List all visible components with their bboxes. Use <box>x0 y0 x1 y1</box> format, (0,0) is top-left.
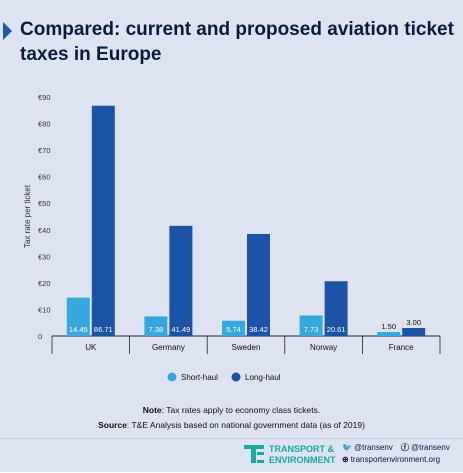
y-tick-label: €80 <box>38 120 51 129</box>
title-accent-marker <box>3 22 12 40</box>
logo-wordmark: TRANSPORT & ENVIRONMENT <box>269 444 336 466</box>
social-row-1: 🐦 @transenv ⓕ @transenv <box>342 442 462 454</box>
legend-swatch <box>231 372 241 382</box>
bar-long-haul-norway <box>324 281 348 336</box>
bar-value-label: 86.71 <box>94 325 113 334</box>
bar-value-label: 5.74 <box>226 325 241 334</box>
social-links: 🐦 @transenv ⓕ @transenv ⊕ transportenvironm… <box>342 442 462 466</box>
twitter-icon: 🐦 <box>342 443 352 452</box>
bar-value-label: 1.50 <box>381 322 396 331</box>
bar-long-haul-france <box>402 328 426 336</box>
y-axis-label: Tax rate per ticket <box>23 184 32 248</box>
y-tick-label: €30 <box>38 252 51 261</box>
bar-value-label: 20.61 <box>327 325 346 334</box>
footnotes: Note: Tax rates apply to economy class t… <box>0 403 463 433</box>
bar-chart: Tax rate per ticket 0 €10 €20 €30 €40 €50 €60 €7… <box>23 93 441 382</box>
facebook-icon: ⓕ <box>401 443 410 452</box>
logo-line1: TRANSPORT & <box>269 444 334 454</box>
source-text: : T&E Analysis based on national governm… <box>126 420 365 430</box>
bar-short-haul-sweden <box>222 320 245 336</box>
note-line: Note: Tax rates apply to economy class t… <box>0 403 463 418</box>
legend-swatch <box>167 372 177 382</box>
note-text: : Tax rates apply to economy class ticke… <box>161 405 321 415</box>
bar-short-haul-norway <box>299 315 323 336</box>
chart-title: Compared: current and proposed aviation … <box>20 19 454 65</box>
bar-value-label: 38.42 <box>249 325 268 334</box>
te-logo-icon <box>244 445 264 463</box>
x-tick-label: UK <box>85 343 97 352</box>
bar-value-label: 41.49 <box>172 325 191 334</box>
bar-short-haul-uk <box>66 297 90 336</box>
bar-value-label: 7.73 <box>304 325 319 334</box>
x-tick-label: Sweden <box>232 343 261 352</box>
y-tick-label: €50 <box>38 199 51 208</box>
legend-label: Short-haul <box>181 373 218 382</box>
source-label: Source <box>98 420 127 430</box>
bar-value-label: 14.45 <box>69 325 88 334</box>
bar-long-haul-uk <box>91 105 115 336</box>
y-tick-label: €90 <box>38 93 51 102</box>
website-link[interactable]: transportenvironment.org <box>350 455 441 464</box>
facebook-handle[interactable]: @transenv <box>411 443 450 452</box>
bar-value-label: 7.38 <box>149 325 164 334</box>
legend-label: Long-haul <box>245 373 281 382</box>
twitter-handle[interactable]: @transenv <box>353 443 393 452</box>
logo-line2: ENVIRONMENT <box>269 455 336 465</box>
footer: TRANSPORT & ENVIRONMENT 🐦 @transenv ⓕ @tra… <box>0 438 463 473</box>
globe-icon: ⊕ <box>342 455 349 464</box>
x-tick-label: France <box>389 343 414 352</box>
bar-long-haul-sweden <box>247 233 270 336</box>
bar-value-label: 3.00 <box>406 318 421 327</box>
y-tick-label: €60 <box>38 173 51 182</box>
y-tick-label: €40 <box>38 226 51 235</box>
y-tick-label: €10 <box>38 305 51 314</box>
social-row-2: ⊕ transportenvironment.org <box>342 454 462 466</box>
bar-short-haul-france <box>377 332 401 336</box>
note-label: Note <box>142 405 162 415</box>
source-line: Source: T&E Analysis based on national g… <box>0 418 463 433</box>
y-tick-label: €20 <box>38 279 51 288</box>
y-tick-label: 0 <box>38 332 42 341</box>
bar-short-haul-germany <box>144 316 168 336</box>
y-tick-label: €70 <box>38 146 51 155</box>
x-tick-label: Germany <box>152 343 185 352</box>
x-tick-label: Norway <box>310 343 337 352</box>
bar-long-haul-germany <box>169 225 193 336</box>
